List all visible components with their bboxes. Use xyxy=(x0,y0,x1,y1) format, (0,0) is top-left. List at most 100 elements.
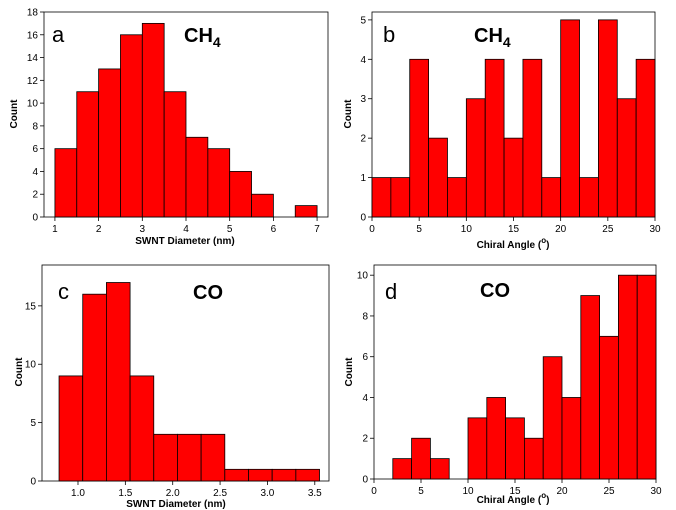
x-tick-label: 20 xyxy=(555,224,567,235)
bar xyxy=(207,148,231,218)
x-axis-label: Chiral Angle (o) xyxy=(477,236,550,251)
y-axis-label: Count xyxy=(343,99,354,129)
x-tick-label: 0 xyxy=(371,486,377,497)
x-axis-label: Chiral Angle (o) xyxy=(477,491,550,506)
x-tick-label: 4 xyxy=(183,224,189,235)
y-tick-label: 12 xyxy=(27,76,39,87)
bar xyxy=(411,437,431,480)
bar xyxy=(229,171,252,218)
bar xyxy=(58,375,84,482)
x-tick-label: 5 xyxy=(416,224,422,235)
bar xyxy=(98,68,121,218)
bar xyxy=(616,98,637,218)
bar xyxy=(129,375,155,482)
x-axis-label: SWNT Diameter (nm) xyxy=(135,236,234,247)
panel-c: c CO SWNT Diameter (nm) Count 1.0 1.5 2.0 2… xyxy=(14,264,330,510)
y-tick-label: 15 xyxy=(25,301,37,312)
panel-title: CO xyxy=(193,282,223,304)
y-tick-label: 0 xyxy=(360,213,366,224)
y-axis-label: Count xyxy=(14,357,25,387)
bar xyxy=(392,458,412,480)
y-tick-label: 5 xyxy=(30,418,36,429)
panel-label: c xyxy=(58,279,69,304)
bar xyxy=(447,177,467,218)
x-tick-label: 1 xyxy=(52,224,58,235)
y-tick-label: 1 xyxy=(360,173,366,184)
y-tick-label: 4 xyxy=(362,393,368,404)
panel-title: CH4 xyxy=(474,25,511,50)
y-axis-label: Count xyxy=(9,99,20,129)
bar xyxy=(106,282,131,482)
bar xyxy=(251,193,274,218)
bar xyxy=(467,417,488,480)
bar xyxy=(465,98,486,218)
bar xyxy=(271,468,297,482)
bar xyxy=(598,19,618,218)
bar xyxy=(82,293,107,482)
y-tick-label: 2 xyxy=(362,434,368,445)
panel-title: CH4 xyxy=(184,25,221,50)
panel-label: d xyxy=(385,279,397,304)
x-tick-label: 10 xyxy=(461,224,473,235)
bar xyxy=(120,34,143,218)
y-tick-label: 14 xyxy=(27,53,39,64)
bar xyxy=(54,148,78,218)
y-tick-label: 4 xyxy=(360,55,366,66)
y-tick-label: 0 xyxy=(362,475,368,486)
y-tick-label: 2 xyxy=(360,134,366,145)
panel-d: d CO Chiral Angle (o) Count 0 5 10 15 20 25 30… xyxy=(344,264,662,506)
panel-label: b xyxy=(383,22,395,47)
y-tick-label: 6 xyxy=(32,144,38,155)
bar xyxy=(295,468,320,482)
x-tick-label: 1.0 xyxy=(71,488,85,499)
y-tick-label: 3 xyxy=(360,94,366,105)
x-tick-label: 20 xyxy=(556,486,568,497)
bar xyxy=(561,397,582,480)
bar xyxy=(224,468,249,482)
x-tick-label: 3 xyxy=(140,224,146,235)
bar xyxy=(185,136,209,218)
y-tick-label: 10 xyxy=(25,360,37,371)
x-tick-label: 25 xyxy=(602,224,614,235)
bar xyxy=(524,437,544,480)
x-tick-label: 1.5 xyxy=(118,488,132,499)
bar xyxy=(505,417,525,480)
bar xyxy=(153,433,178,482)
x-tick-label: 3.0 xyxy=(260,488,274,499)
bar xyxy=(635,58,656,218)
bar xyxy=(599,335,619,480)
x-tick-label: 15 xyxy=(509,486,521,497)
panel-b: b CH4 Chiral Angle (o) Count 0 5 10 15 20 25 3… xyxy=(343,11,661,251)
y-tick-label: 18 xyxy=(27,8,39,19)
bar xyxy=(200,433,226,482)
bar xyxy=(486,397,506,480)
bar xyxy=(409,58,430,218)
bar xyxy=(636,274,657,480)
x-tick-label: 2 xyxy=(96,224,102,235)
bar xyxy=(542,356,563,480)
bar xyxy=(429,458,450,480)
bar xyxy=(248,468,273,482)
bar xyxy=(618,274,638,480)
x-tick-label: 10 xyxy=(462,486,474,497)
y-tick-label: 0 xyxy=(32,213,38,224)
bar xyxy=(428,137,448,218)
bar xyxy=(503,137,524,218)
x-tick-label: 2.0 xyxy=(166,488,180,499)
x-tick-label: 15 xyxy=(508,224,520,235)
bar xyxy=(541,177,562,218)
y-tick-label: 0 xyxy=(30,477,36,488)
y-tick-label: 8 xyxy=(362,311,368,322)
y-tick-label: 6 xyxy=(362,352,368,363)
x-axis-label: SWNT Diameter (nm) xyxy=(126,499,225,510)
bar xyxy=(163,91,187,218)
y-tick-label: 4 xyxy=(32,167,38,178)
panel-label: a xyxy=(52,22,65,47)
y-tick-label: 5 xyxy=(360,15,366,26)
y-tick-label: 10 xyxy=(27,99,39,110)
bar xyxy=(484,58,505,218)
bar xyxy=(560,19,580,218)
x-tick-label: 2.5 xyxy=(213,488,227,499)
x-tick-label: 5 xyxy=(227,224,233,235)
